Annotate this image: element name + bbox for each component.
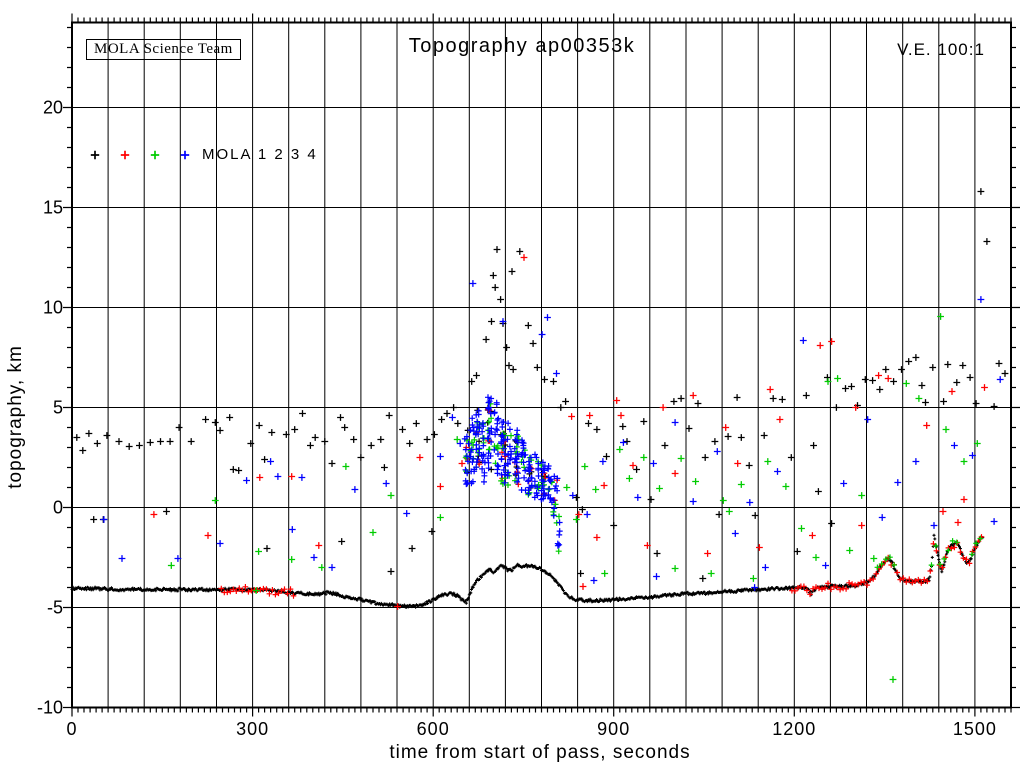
- x-axis-title: time from start of pass, seconds: [389, 742, 691, 763]
- x-tick-label: 1500: [953, 719, 997, 739]
- x-tick-label: 0: [66, 719, 77, 739]
- track-overlay: [218, 534, 985, 599]
- scatter-mola-1: [73, 188, 1009, 582]
- y-tick-label: -10: [37, 698, 63, 718]
- y-tick-label: 20: [43, 98, 63, 118]
- legend-marker: [150, 150, 160, 160]
- scatter-mola-3: [167, 313, 981, 683]
- legend-marker: [120, 150, 130, 160]
- grid-lines: [72, 22, 1011, 708]
- y-tick-label: 10: [43, 298, 63, 318]
- x-tick-label: 1200: [772, 719, 816, 739]
- y-tick-label: 5: [53, 398, 63, 418]
- legend-marker: [90, 150, 100, 160]
- mola-science-team-label: MOLA Science Team: [94, 41, 233, 57]
- legend-marker: [180, 150, 190, 160]
- scatter-mola-2: [150, 254, 988, 610]
- scatter-mola-4: [100, 280, 1004, 591]
- mola-science-team-box: MOLA Science Team: [86, 39, 241, 60]
- chart-title: Topography ap00353k: [408, 35, 636, 57]
- track-overlay: [874, 535, 984, 571]
- ground-track: [70, 533, 985, 609]
- y-tick-label: 0: [53, 498, 63, 518]
- axis-ticks: [63, 13, 1020, 717]
- vertical-exaggeration-label: V.E. 100:1: [897, 40, 985, 59]
- x-tick-label: 900: [597, 719, 630, 739]
- x-tick-label: 300: [236, 719, 269, 739]
- y-tick-label: -5: [47, 598, 63, 618]
- x-tick-label: 600: [417, 719, 450, 739]
- cluster-points: [461, 394, 563, 549]
- y-axis-title: topography, km: [5, 345, 26, 489]
- y-tick-label: 15: [43, 198, 63, 218]
- legend-label: MOLA 1 2 3 4: [202, 146, 318, 163]
- plot-frame: [71, 21, 1012, 709]
